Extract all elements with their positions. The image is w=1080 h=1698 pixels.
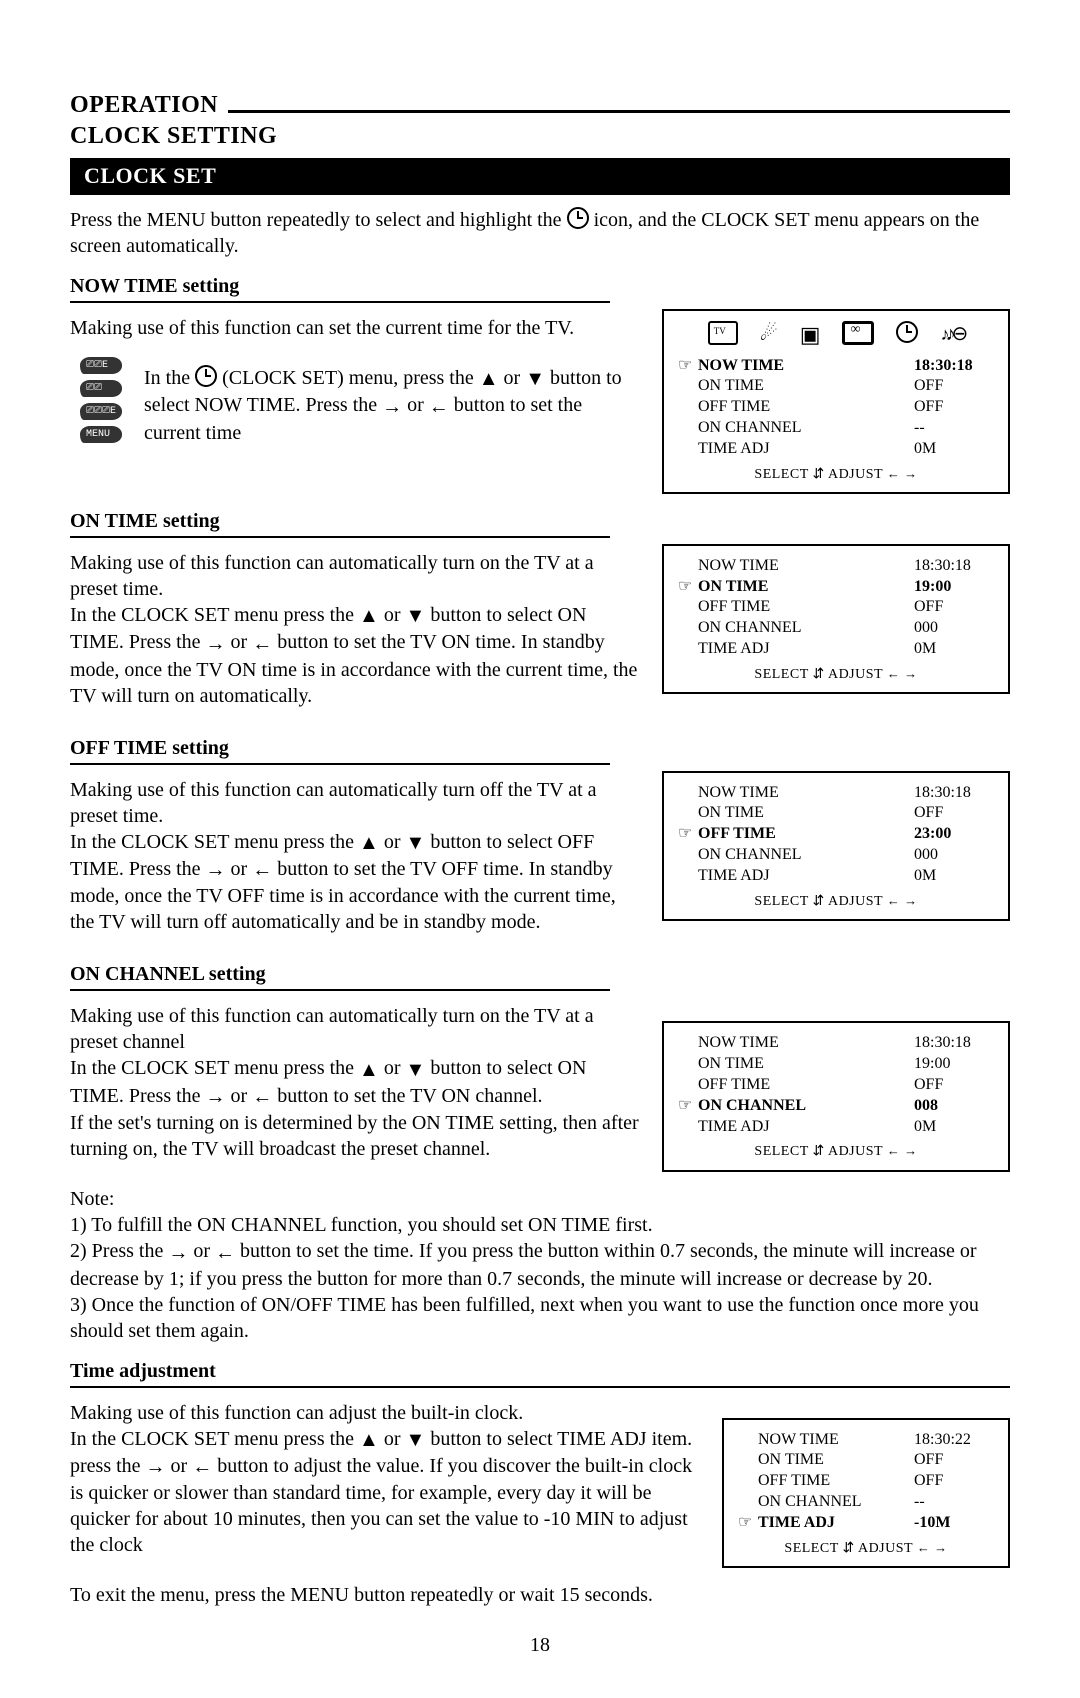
down-icon: [525, 366, 545, 392]
leftright-icon: [917, 1541, 948, 1556]
intro-a: Press the MENU button repeatedly to sele…: [70, 209, 567, 231]
right-icon: [168, 1240, 188, 1266]
clock-icon: [896, 321, 918, 343]
header-operation: OPERATION: [70, 90, 218, 121]
osd-footer: SELECT ADJUST: [678, 893, 994, 911]
off-time-body: Making use of this function can automati…: [70, 777, 642, 936]
clock-set-bar: CLOCK SET: [70, 158, 1010, 195]
off-time-heading: OFF TIME setting: [70, 735, 610, 765]
music-icon: ♪⊖: [940, 321, 964, 350]
down-icon: [406, 603, 426, 629]
up-icon: [359, 1057, 379, 1083]
pointer-icon: [678, 824, 698, 845]
left-icon: [192, 1454, 212, 1480]
osd-on-time: NOW TIME18:30:18 ON TIME19:00 OFF TIMEOF…: [662, 544, 1010, 694]
on-channel-heading: ON CHANNEL setting: [70, 961, 610, 991]
right-icon: [206, 631, 226, 657]
left-icon: [429, 394, 449, 420]
osd-off-time: NOW TIME18:30:18 ON TIMEOFF OFF TIME23:0…: [662, 771, 1010, 921]
now-time-heading: NOW TIME setting: [70, 273, 610, 303]
left-icon: [252, 1084, 272, 1110]
now-time-p2: In the (CLOCK SET) menu, press the or bu…: [144, 365, 642, 446]
now-time-p1: Making use of this function can set the …: [70, 315, 642, 341]
page-number: 18: [70, 1632, 1010, 1658]
right-icon: [382, 394, 402, 420]
section-header: OPERATION: [70, 90, 1010, 121]
pointer-icon: [738, 1513, 758, 1534]
osd-now-time: ♪⊖ NOW TIME18:30:18 ON TIMEOFF OFF TIMEO…: [662, 309, 1010, 494]
header-rule: [228, 110, 1010, 113]
remote-icon-cluster: ⎚⎚E⎚⎚⎚⎚⎚EMENU: [80, 357, 122, 458]
osd-footer: SELECT ADJUST: [678, 1143, 994, 1161]
down-icon: [406, 1057, 426, 1083]
updown-icon: [813, 467, 825, 482]
leftright-icon: [887, 1144, 918, 1159]
inbox-icon: [800, 321, 821, 350]
right-icon: [146, 1454, 166, 1480]
pointer-icon: [678, 356, 698, 377]
clock-icon: [567, 207, 589, 229]
down-icon: [406, 830, 426, 856]
osd-footer: SELECT ADJUST: [678, 466, 994, 484]
down-icon: [406, 1427, 426, 1453]
on-channel-body: Making use of this function can automati…: [70, 1003, 642, 1162]
intro-para: Press the MENU button repeatedly to sele…: [70, 207, 1010, 259]
card-icon: [842, 321, 874, 345]
up-icon: [359, 1427, 379, 1453]
right-icon: [206, 1084, 226, 1110]
up-icon: [359, 830, 379, 856]
leftright-icon: [887, 467, 918, 482]
up-icon: [359, 603, 379, 629]
up-icon: [479, 366, 499, 392]
updown-icon: [813, 667, 825, 682]
left-icon: [252, 857, 272, 883]
header-clock-setting: CLOCK SETTING: [70, 121, 1010, 152]
time-adj-body: Making use of this function can adjust t…: [70, 1400, 702, 1559]
left-icon: [252, 631, 272, 657]
right-icon: [206, 857, 226, 883]
time-adj-heading: Time adjustment: [70, 1358, 1010, 1388]
osd-footer: SELECT ADJUST: [678, 666, 994, 684]
on-channel-notes: Note: 1) To fulfill the ON CHANNEL funct…: [70, 1186, 1010, 1343]
left-icon: [215, 1240, 235, 1266]
updown-icon: [813, 1144, 825, 1159]
on-time-heading: ON TIME setting: [70, 508, 610, 538]
updown-icon: [843, 1541, 855, 1556]
running-man-icon: [760, 321, 778, 350]
clock-icon: [195, 365, 217, 387]
osd-footer: SELECT ADJUST: [738, 1540, 994, 1558]
tv-icon: [708, 321, 738, 345]
pointer-icon: [678, 577, 698, 598]
osd-on-channel: NOW TIME18:30:18 ON TIME19:00 OFF TIMEOF…: [662, 1021, 1010, 1171]
exit-para: To exit the menu, press the MENU button …: [70, 1582, 1010, 1608]
leftright-icon: [887, 667, 918, 682]
osd-time-adj: NOW TIME18:30:22 ON TIMEOFF OFF TIMEOFF …: [722, 1418, 1010, 1568]
leftright-icon: [887, 894, 918, 909]
pointer-icon: [678, 1096, 698, 1117]
osd-tab-row: ♪⊖: [678, 321, 994, 350]
on-time-body: Making use of this function can automati…: [70, 550, 642, 709]
updown-icon: [813, 894, 825, 909]
